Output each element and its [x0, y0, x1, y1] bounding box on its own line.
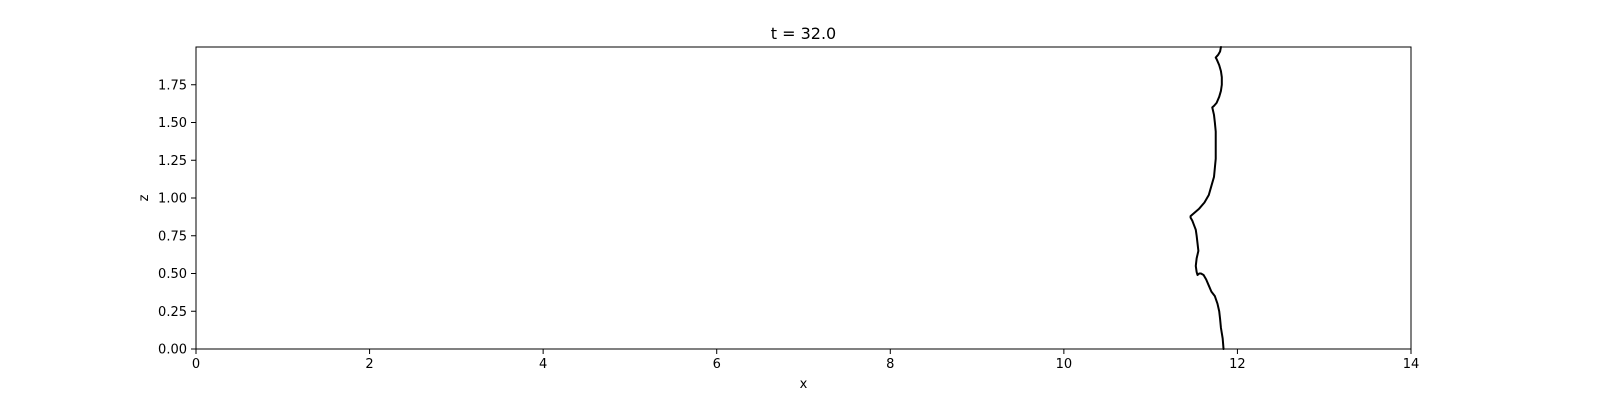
- x-tick-label: 2: [365, 357, 373, 372]
- x-tick-label: 14: [1403, 357, 1420, 372]
- y-tick-label: 1.50: [158, 116, 187, 131]
- x-tick-label: 10: [1056, 357, 1073, 372]
- x-tick-label: 4: [539, 357, 547, 372]
- y-axis-label: z: [137, 194, 152, 201]
- x-tick-label: 8: [886, 357, 894, 372]
- y-tick-label: 1.00: [158, 192, 187, 207]
- series-group: [1189, 46, 1225, 350]
- chart-title: t = 32.0: [771, 24, 836, 43]
- y-tick-label: 0.00: [158, 343, 187, 358]
- y-tick-label: 0.75: [158, 229, 187, 244]
- x-tick-label: 6: [713, 357, 721, 372]
- y-tick-label: 0.25: [158, 305, 187, 320]
- y-axis-ticks: 0.00 0.25 0.50 0.75 1.00 1.25 1.50 1.75: [158, 78, 196, 358]
- y-tick-label: 1.25: [158, 154, 187, 169]
- x-axis-label: x: [800, 377, 808, 392]
- series-line: [1189, 46, 1225, 350]
- x-tick-label: 12: [1229, 357, 1246, 372]
- x-axis-ticks: 0 2 4 6 8 10 12 14: [192, 349, 1419, 372]
- y-tick-label: 0.50: [158, 267, 187, 282]
- x-tick-label: 0: [192, 357, 200, 372]
- y-tick-label: 1.75: [158, 78, 187, 93]
- plot-frame-group: [195, 46, 1412, 350]
- plot-frame: [195, 46, 1412, 350]
